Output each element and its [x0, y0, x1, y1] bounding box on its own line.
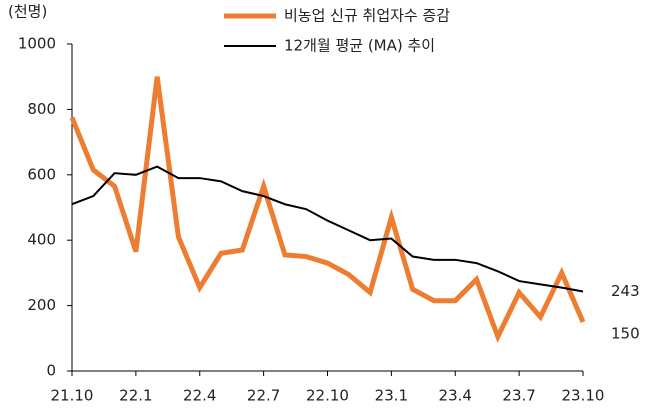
x-tick-label: 22.4	[183, 387, 216, 405]
x-tick-label: 23.1	[375, 387, 408, 405]
end-value-label: 243	[611, 282, 640, 300]
y-tick-label: 1000	[18, 35, 56, 53]
x-tick-label: 22.10	[306, 387, 349, 405]
y-tick-label: 600	[27, 165, 56, 183]
legend-label: 비농업 신규 취업자수 증감	[284, 7, 450, 25]
x-tick-label: 22.1	[119, 387, 152, 405]
series-line	[71, 165, 584, 293]
end-value-label: 150	[611, 324, 640, 342]
y-tick-label: 800	[27, 100, 56, 118]
y-axis-label: (천명)	[8, 3, 47, 21]
x-tick-label: 21.10	[51, 387, 94, 405]
x-tick-label: 22.7	[247, 387, 280, 405]
y-tick-label: 200	[27, 296, 56, 314]
x-tick-label: 23.10	[562, 387, 605, 405]
y-tick-label: 0	[46, 362, 56, 380]
x-tick-label: 23.4	[439, 387, 472, 405]
x-tick-label: 23.7	[502, 387, 535, 405]
legend-label: 12개월 평균 (MA) 추이	[284, 37, 435, 55]
y-tick-label: 400	[27, 231, 56, 249]
series-line	[69, 76, 586, 344]
